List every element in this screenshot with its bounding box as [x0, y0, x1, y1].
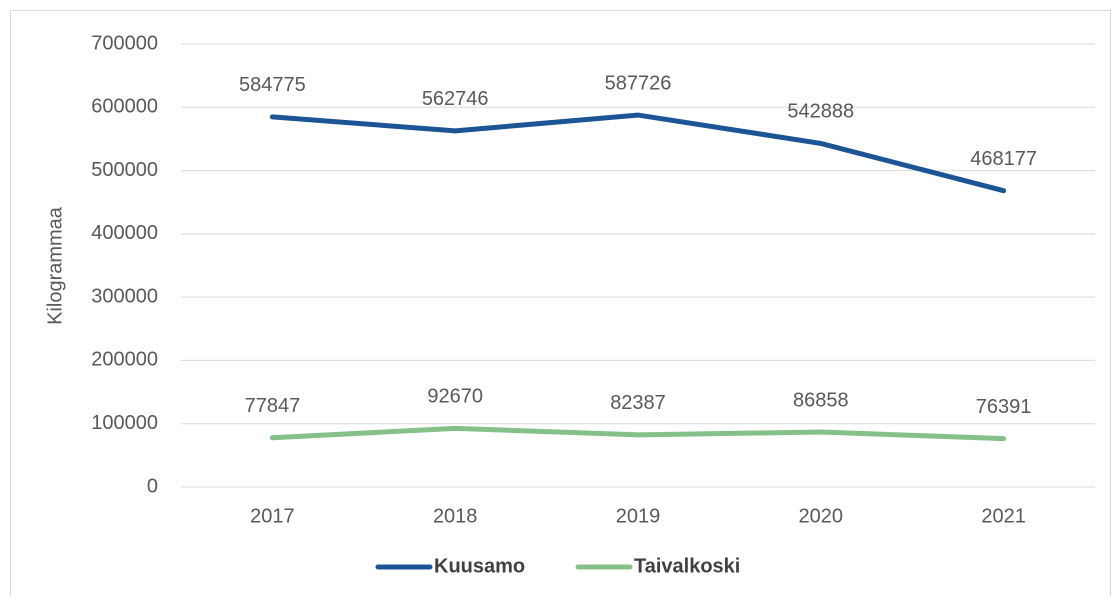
- data-label: 92670: [427, 386, 483, 408]
- data-label: 82387: [610, 392, 666, 414]
- data-label: 468177: [970, 148, 1037, 170]
- series-line: [269, 425, 1007, 442]
- y-tick-label: 700000: [91, 32, 158, 54]
- data-label: 562746: [422, 88, 489, 110]
- data-label: 542888: [787, 101, 854, 123]
- chart-frame: [10, 10, 1111, 601]
- y-tick-label: 100000: [91, 412, 158, 434]
- data-label: 76391: [976, 396, 1032, 418]
- x-tick-label: 2019: [616, 505, 661, 527]
- y-axis-label: Kilogrammaa: [44, 206, 66, 325]
- y-tick-label: 600000: [91, 96, 158, 118]
- y-tick-label: 500000: [91, 159, 158, 181]
- legend-label: Kuusamo: [434, 555, 525, 577]
- legend-label: Taivalkoski: [634, 555, 740, 577]
- x-tick-label: 2017: [250, 505, 295, 527]
- x-tick-label: 2020: [799, 505, 844, 527]
- series-line: [269, 112, 1007, 194]
- x-tick-label: 2021: [981, 505, 1026, 527]
- data-label: 77847: [245, 395, 301, 417]
- data-label: 587726: [605, 72, 672, 94]
- y-tick-label: 0: [147, 475, 158, 497]
- data-label: 584775: [239, 74, 306, 96]
- data-label: 86858: [793, 389, 849, 411]
- y-tick-label: 200000: [91, 349, 158, 371]
- y-tick-label: 300000: [91, 285, 158, 307]
- y-tick-label: 400000: [91, 222, 158, 244]
- x-tick-label: 2018: [433, 505, 478, 527]
